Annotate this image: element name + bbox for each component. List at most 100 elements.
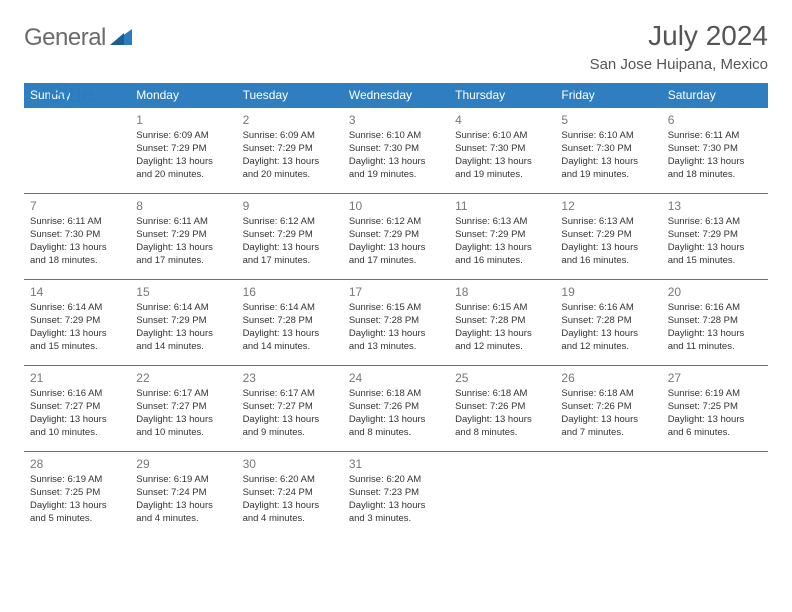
calendar-header-row: SundayMondayTuesdayWednesdayThursdayFrid… [24, 83, 768, 108]
sunset-text: Sunset: 7:26 PM [561, 401, 655, 414]
sunrise-text: Sunrise: 6:10 AM [455, 130, 549, 143]
sunset-text: Sunset: 7:27 PM [243, 401, 337, 414]
daylight-text: Daylight: 13 hours [349, 414, 443, 427]
daylight-text: and 15 minutes. [668, 255, 762, 268]
sunset-text: Sunset: 7:30 PM [668, 143, 762, 156]
calendar-day-cell: 3 Sunrise: 6:10 AMSunset: 7:30 PMDaylight… [343, 108, 449, 194]
calendar-day-cell [555, 452, 661, 538]
daylight-text: Daylight: 13 hours [561, 414, 655, 427]
daylight-text: and 20 minutes. [136, 169, 230, 182]
daylight-text: Daylight: 13 hours [349, 242, 443, 255]
sunrise-text: Sunrise: 6:16 AM [668, 302, 762, 315]
sunset-text: Sunset: 7:30 PM [30, 229, 124, 242]
calendar-week-row: 28Sunrise: 6:19 AMSunset: 7:25 PMDayligh… [24, 452, 768, 538]
sunset-text: Sunset: 7:26 PM [349, 401, 443, 414]
sunrise-text: Sunrise: 6:19 AM [668, 388, 762, 401]
sunrise-text: Sunrise: 6:09 AM [243, 130, 337, 143]
location-label: San Jose Huipana, Mexico [590, 56, 768, 73]
sunset-text: Sunset: 7:29 PM [668, 229, 762, 242]
sunrise-text: Sunrise: 6:15 AM [455, 302, 549, 315]
daylight-text: Daylight: 13 hours [455, 156, 549, 169]
calendar-day-cell: 20 Sunrise: 6:16 AMSunset: 7:28 PMDayligh… [662, 280, 768, 366]
calendar-day-cell: 25Sunrise: 6:18 AMSunset: 7:26 PMDayligh… [449, 366, 555, 452]
daylight-text: and 12 minutes. [455, 341, 549, 354]
day-number: 20 [668, 284, 762, 300]
daylight-text: and 17 minutes. [136, 255, 230, 268]
page-header: General July 2024 San Jose Huipana, Mexi… [24, 20, 768, 73]
daylight-text: Daylight: 13 hours [668, 328, 762, 341]
daylight-text: and 16 minutes. [561, 255, 655, 268]
day-number: 9 [243, 198, 337, 214]
day-number: 24 [349, 370, 443, 386]
day-number: 30 [243, 456, 337, 472]
sunrise-text: Sunrise: 6:14 AM [243, 302, 337, 315]
day-number: 3 [349, 112, 443, 128]
sunset-text: Sunset: 7:30 PM [349, 143, 443, 156]
daylight-text: Daylight: 13 hours [30, 414, 124, 427]
sunset-text: Sunset: 7:25 PM [30, 487, 124, 500]
daylight-text: Daylight: 13 hours [243, 414, 337, 427]
day-number: 5 [561, 112, 655, 128]
calendar-day-cell: 26Sunrise: 6:18 AMSunset: 7:26 PMDayligh… [555, 366, 661, 452]
calendar-day-cell: 2Sunrise: 6:09 AMSunset: 7:29 PMDaylight… [237, 108, 343, 194]
sunset-text: Sunset: 7:28 PM [668, 315, 762, 328]
daylight-text: and 10 minutes. [30, 427, 124, 440]
logo-text-general: General [24, 24, 106, 52]
calendar-week-row: 14Sunrise: 6:14 AMSunset: 7:29 PMDayligh… [24, 280, 768, 366]
calendar-day-cell: 15Sunrise: 6:14 AMSunset: 7:29 PMDayligh… [130, 280, 236, 366]
calendar-day-cell: 19Sunrise: 6:16 AMSunset: 7:28 PMDayligh… [555, 280, 661, 366]
daylight-text: and 14 minutes. [136, 341, 230, 354]
title-block: July 2024 San Jose Huipana, Mexico [590, 20, 768, 73]
sunrise-text: Sunrise: 6:13 AM [668, 216, 762, 229]
daylight-text: and 17 minutes. [349, 255, 443, 268]
calendar-day-cell: 6Sunrise: 6:11 AMSunset: 7:30 PMDaylight… [662, 108, 768, 194]
sunset-text: Sunset: 7:27 PM [30, 401, 124, 414]
daylight-text: and 16 minutes. [455, 255, 549, 268]
daylight-text: Daylight: 13 hours [136, 156, 230, 169]
calendar-table: SundayMondayTuesdayWednesdayThursdayFrid… [24, 83, 768, 538]
daylight-text: and 19 minutes. [561, 169, 655, 182]
daylight-text: Daylight: 13 hours [243, 156, 337, 169]
sunrise-text: Sunrise: 6:13 AM [561, 216, 655, 229]
calendar-day-cell: 27Sunrise: 6:19 AMSunset: 7:25 PMDayligh… [662, 366, 768, 452]
sunset-text: Sunset: 7:26 PM [455, 401, 549, 414]
sunrise-text: Sunrise: 6:10 AM [561, 130, 655, 143]
day-number: 23 [243, 370, 337, 386]
logo: General [24, 20, 134, 52]
sunrise-text: Sunrise: 6:20 AM [349, 474, 443, 487]
sunrise-text: Sunrise: 6:16 AM [561, 302, 655, 315]
sunset-text: Sunset: 7:28 PM [455, 315, 549, 328]
sunset-text: Sunset: 7:24 PM [243, 487, 337, 500]
sunrise-text: Sunrise: 6:12 AM [349, 216, 443, 229]
day-number: 29 [136, 456, 230, 472]
sunset-text: Sunset: 7:30 PM [455, 143, 549, 156]
sunset-text: Sunset: 7:29 PM [136, 143, 230, 156]
day-number: 16 [243, 284, 337, 300]
daylight-text: and 12 minutes. [561, 341, 655, 354]
sunrise-text: Sunrise: 6:11 AM [668, 130, 762, 143]
sunset-text: Sunset: 7:28 PM [561, 315, 655, 328]
daylight-text: Daylight: 13 hours [349, 156, 443, 169]
daylight-text: and 14 minutes. [243, 341, 337, 354]
calendar-day-cell: 12Sunrise: 6:13 AMSunset: 7:29 PMDayligh… [555, 194, 661, 280]
sunrise-text: Sunrise: 6:14 AM [30, 302, 124, 315]
sunrise-text: Sunrise: 6:10 AM [349, 130, 443, 143]
daylight-text: and 19 minutes. [455, 169, 549, 182]
calendar-day-cell [662, 452, 768, 538]
day-number: 10 [349, 198, 443, 214]
sunset-text: Sunset: 7:28 PM [349, 315, 443, 328]
calendar-day-cell: 21Sunrise: 6:16 AMSunset: 7:27 PMDayligh… [24, 366, 130, 452]
daylight-text: Daylight: 13 hours [561, 156, 655, 169]
month-title: July 2024 [590, 20, 768, 52]
day-number: 28 [30, 456, 124, 472]
sunset-text: Sunset: 7:27 PM [136, 401, 230, 414]
sunset-text: Sunset: 7:29 PM [561, 229, 655, 242]
daylight-text: and 9 minutes. [243, 427, 337, 440]
sunset-text: Sunset: 7:30 PM [561, 143, 655, 156]
sunrise-text: Sunrise: 6:13 AM [455, 216, 549, 229]
daylight-text: Daylight: 13 hours [243, 328, 337, 341]
calendar-day-cell: 23Sunrise: 6:17 AMSunset: 7:27 PMDayligh… [237, 366, 343, 452]
daylight-text: and 15 minutes. [30, 341, 124, 354]
daylight-text: Daylight: 13 hours [349, 500, 443, 513]
daylight-text: and 4 minutes. [136, 513, 230, 526]
